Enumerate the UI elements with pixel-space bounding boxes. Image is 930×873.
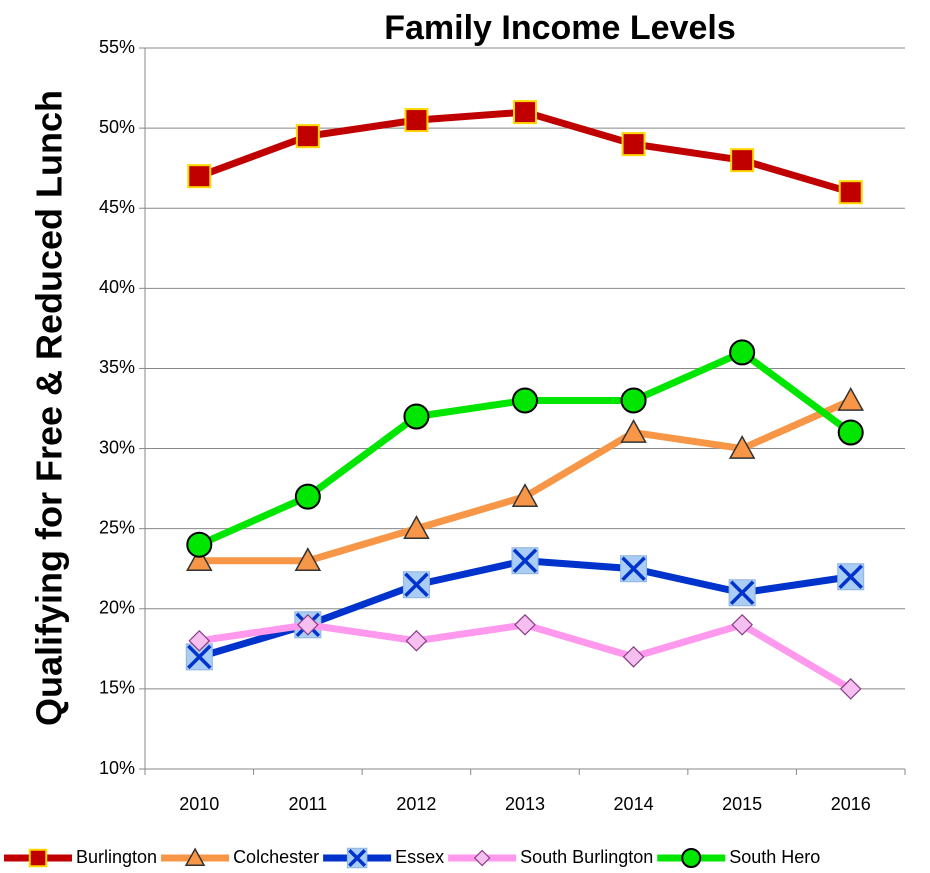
- marker: [403, 515, 430, 540]
- legend-marker: [681, 848, 702, 868]
- marker: [837, 386, 864, 411]
- legend-label: Burlington: [76, 847, 157, 867]
- marker: [403, 403, 430, 430]
- y-tick-label: 50%: [99, 117, 135, 137]
- legend-marker: [28, 848, 48, 868]
- y-tick-label: 45%: [99, 197, 135, 217]
- marker-cross: [404, 572, 429, 597]
- y-axis-label: Qualifying for Free & Reduced Lunch: [29, 90, 70, 726]
- y-tick-label: 30%: [99, 437, 135, 457]
- marker: [728, 579, 756, 607]
- marker-cross: [729, 580, 755, 605]
- marker: [837, 563, 865, 591]
- marker-cross: [621, 556, 646, 581]
- marker: [620, 555, 648, 583]
- legend-item: Burlington: [4, 847, 157, 868]
- marker: [728, 435, 756, 459]
- legend-item: South Hero: [657, 847, 820, 868]
- marker: [405, 629, 428, 652]
- marker: [513, 100, 537, 125]
- marker: [620, 418, 647, 443]
- marker: [511, 483, 539, 507]
- marker: [731, 613, 753, 636]
- marker: [514, 613, 536, 636]
- marker: [186, 547, 213, 572]
- legend-marker: [473, 849, 491, 867]
- marker: [186, 531, 213, 558]
- legend-item: Essex: [323, 847, 444, 869]
- y-tick-label: 10%: [99, 758, 135, 778]
- legend-label: South Hero: [729, 847, 820, 867]
- marker: [837, 419, 864, 446]
- marker-cross: [348, 849, 367, 867]
- series-line: [199, 397, 853, 565]
- marker: [512, 387, 538, 414]
- y-tick-label: 15%: [99, 678, 135, 698]
- legend-label: South Burlington: [520, 847, 653, 867]
- y-tick-label: 25%: [99, 517, 135, 537]
- marker: [187, 164, 212, 189]
- marker: [838, 180, 863, 205]
- marker: [622, 645, 645, 668]
- legend-label: Essex: [395, 847, 444, 867]
- legend-marker: [346, 847, 368, 869]
- legend-marker: [184, 847, 206, 866]
- marker: [620, 387, 647, 414]
- marker: [511, 547, 539, 575]
- y-tick-label: 35%: [99, 357, 135, 377]
- marker: [188, 629, 211, 652]
- marker: [297, 613, 319, 636]
- marker: [729, 339, 756, 366]
- marker: [294, 547, 322, 572]
- marker: [294, 483, 321, 510]
- chart-title: Family Income Levels: [384, 9, 736, 47]
- y-tick-label: 40%: [99, 277, 135, 297]
- marker: [621, 132, 646, 157]
- marker-cross: [838, 564, 863, 589]
- legend-item: South Burlington: [448, 847, 653, 867]
- x-tick-label: 2012: [396, 794, 436, 814]
- legend-label: Colchester: [233, 847, 319, 867]
- marker: [295, 124, 320, 149]
- x-tick-label: 2014: [614, 794, 654, 814]
- x-tick-label: 2013: [505, 794, 545, 814]
- x-tick-label: 2011: [288, 794, 327, 814]
- legend-item: Colchester: [161, 847, 319, 867]
- marker: [404, 108, 429, 133]
- marker-cross: [187, 644, 212, 670]
- marker: [839, 678, 862, 700]
- marker: [402, 571, 430, 599]
- y-tick-label: 20%: [99, 598, 135, 618]
- x-tick-label: 2015: [722, 794, 762, 814]
- x-tick-label: 2016: [831, 794, 871, 814]
- marker-cross: [512, 548, 538, 573]
- x-tick-label: 2010: [179, 794, 219, 814]
- y-tick-label: 55%: [99, 37, 135, 57]
- marker: [730, 148, 755, 173]
